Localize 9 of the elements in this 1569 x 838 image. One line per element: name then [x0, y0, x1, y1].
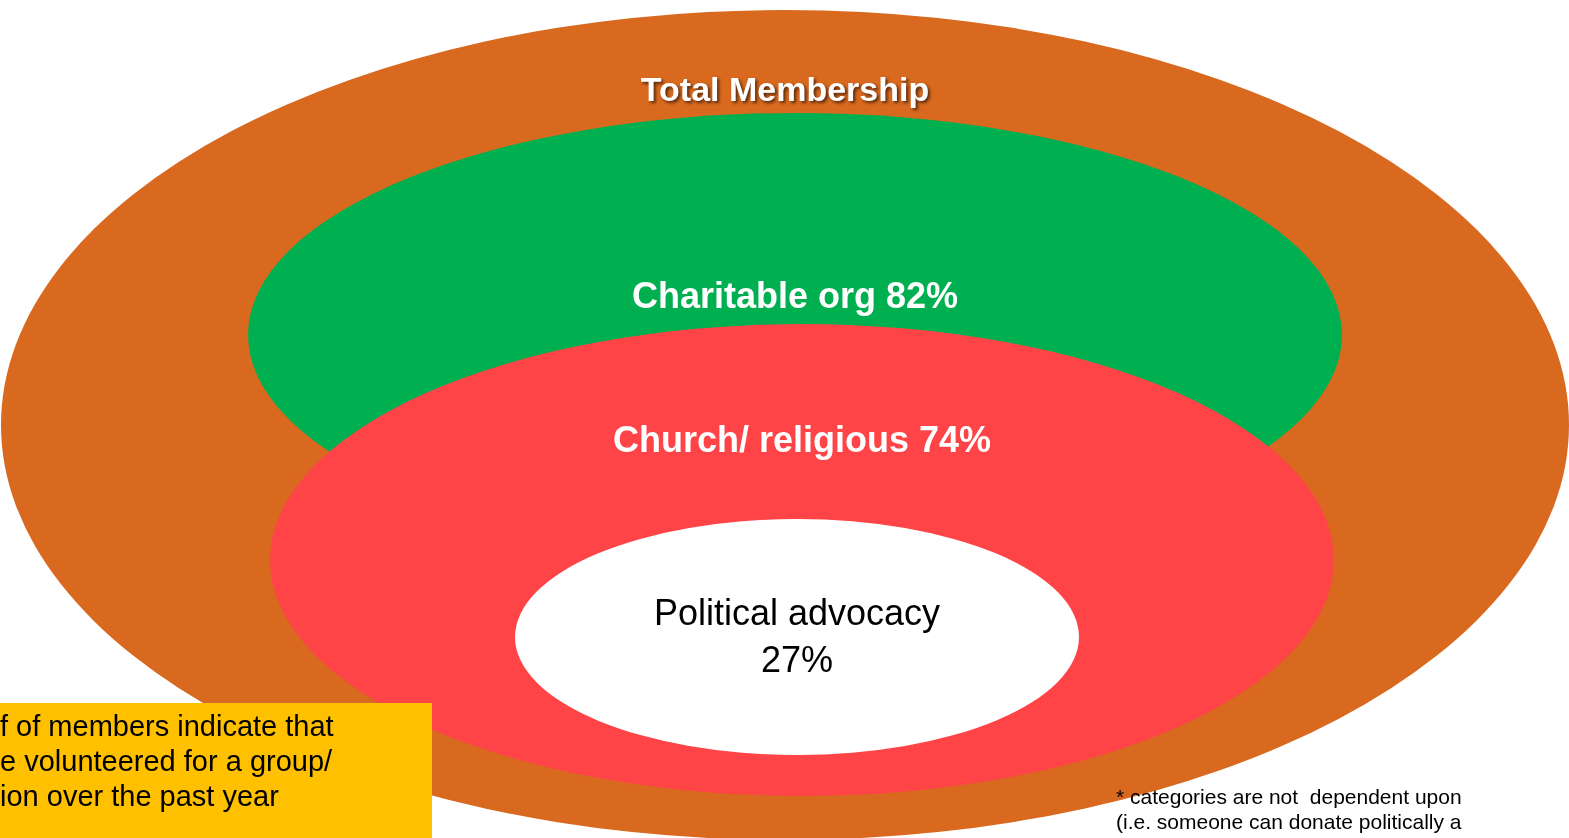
- category-label: Charitable org: [631, 274, 886, 316]
- category-label: Church/ religious: [612, 418, 919, 460]
- data-label: 74%: [918, 418, 992, 460]
- text: f of members indicate that e volunteered for a group/ ion over the past year: [0, 703, 432, 838]
- category-label: Political advocacy: [653, 591, 941, 633]
- text: * categories are not dependent upon (i.e. someone can donate politically a: [1116, 784, 1462, 834]
- data-label: 27%: [760, 638, 834, 680]
- data-label: 82%: [885, 274, 959, 316]
- category-label: Total Membership: [640, 70, 930, 109]
